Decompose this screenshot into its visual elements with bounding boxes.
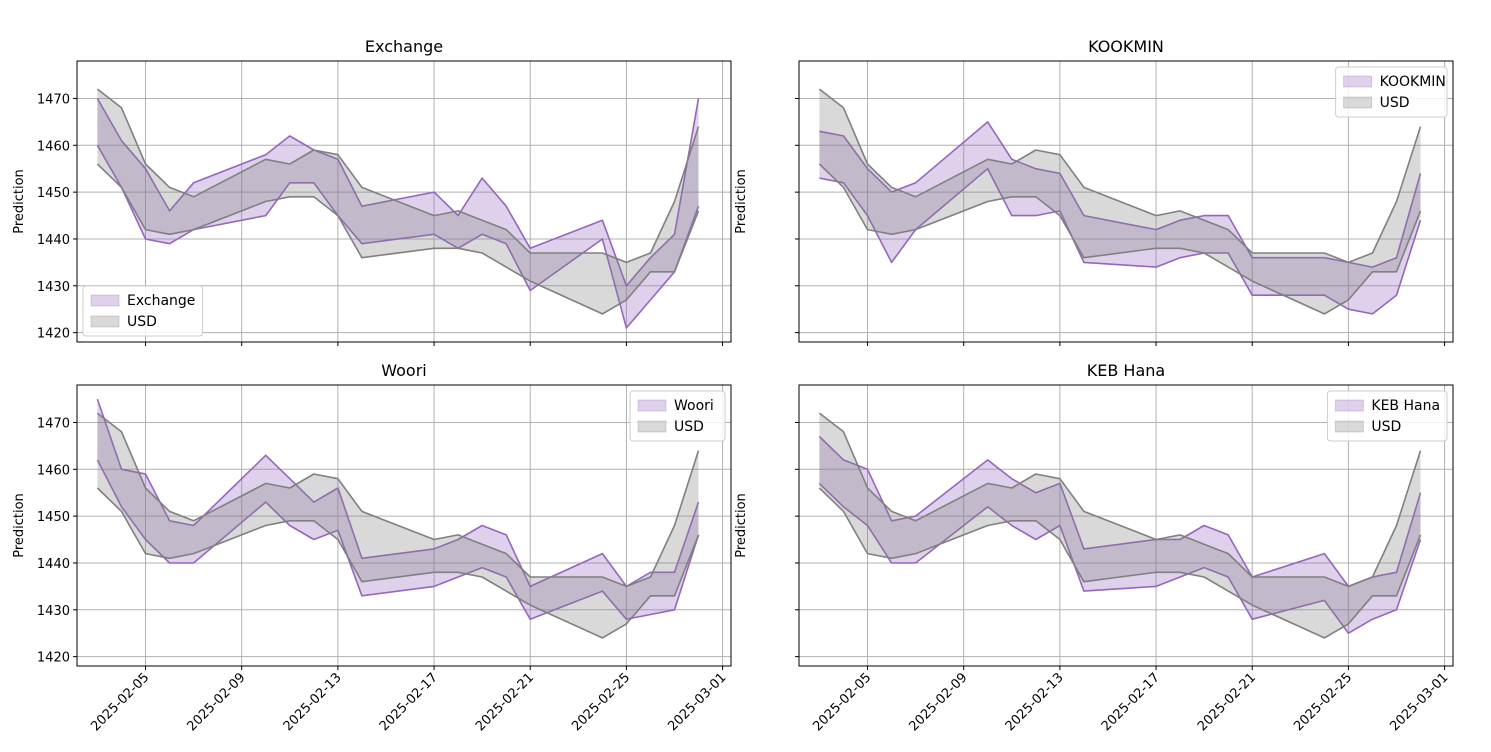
plot-frame bbox=[798, 60, 1454, 343]
chart-panel-2: 1420 1430 1440 1450 1460 1470 2025-02-05 2025-0… bbox=[12, 361, 732, 734]
legend-label-0: KOOKMIN bbox=[1380, 74, 1446, 90]
band-upper-line-1 bbox=[818, 88, 1422, 264]
band-lower-line-1 bbox=[818, 163, 1422, 315]
legend-swatch-1 bbox=[637, 420, 667, 433]
band-lower-line-1 bbox=[96, 163, 700, 315]
x-tick-label: 2025-03-01 bbox=[1387, 670, 1451, 734]
x-tick-label: 2025-02-09 bbox=[906, 670, 970, 734]
band-lower-line-1 bbox=[818, 487, 1422, 639]
y-axis-label: Prediction bbox=[12, 169, 27, 234]
chart-panel-3: 2025-02-05 2025-02-09 2025-02-13 2025-02-17… bbox=[734, 361, 1454, 734]
legend-label-1: USD bbox=[1371, 419, 1401, 435]
x-tick-label: 2025-02-25 bbox=[569, 670, 633, 734]
legend-swatch-1 bbox=[1343, 96, 1373, 109]
legend-box bbox=[82, 285, 204, 337]
y-tick-label: 1460 bbox=[37, 463, 70, 478]
legend: KOOKMIN USD bbox=[1335, 66, 1448, 118]
legend-label-1: USD bbox=[674, 419, 704, 435]
y-tick-label: 1440 bbox=[37, 557, 70, 572]
band-upper-line-1 bbox=[96, 412, 700, 588]
band-lower-line-0 bbox=[96, 144, 700, 329]
y-tick-label: 1470 bbox=[37, 92, 70, 107]
legend: KEB Hana USD bbox=[1326, 390, 1448, 442]
band-lower-line-0 bbox=[819, 167, 1422, 315]
y-tick-label: 1430 bbox=[37, 604, 70, 619]
legend-label-0: KEB Hana bbox=[1371, 398, 1440, 414]
legend-swatch-0 bbox=[637, 399, 667, 412]
band-upper-line-0 bbox=[818, 435, 1422, 588]
chart-title: Woori bbox=[381, 361, 426, 380]
band-upper-line-1 bbox=[818, 412, 1422, 588]
band-upper-line-1 bbox=[96, 88, 700, 264]
x-tick-label: 2025-02-09 bbox=[184, 670, 248, 734]
band-upper-line-0 bbox=[96, 98, 700, 287]
legend-label-1: USD bbox=[1380, 95, 1410, 111]
legend-label-1: USD bbox=[127, 314, 157, 330]
band-lower-line-0 bbox=[818, 482, 1422, 635]
legend-box bbox=[1326, 390, 1448, 442]
plot-frame bbox=[798, 384, 1454, 667]
chart-panel-0: 1420 1430 1440 1450 1460 1470 Exchange Predicti… bbox=[12, 37, 732, 346]
legend-swatch-0 bbox=[1334, 399, 1364, 412]
y-tick-label: 1470 bbox=[37, 416, 70, 431]
x-tick-label: 2025-02-05 bbox=[88, 670, 152, 734]
legend-box bbox=[629, 390, 726, 442]
band-lower-line-1 bbox=[96, 487, 700, 639]
legend-swatch-1 bbox=[1334, 420, 1364, 433]
band-area-0 bbox=[97, 98, 699, 328]
x-tick-label: 2025-02-13 bbox=[1003, 670, 1067, 734]
y-tick-label: 1430 bbox=[37, 280, 70, 295]
band-upper-line-0 bbox=[96, 398, 700, 588]
y-axis-label: Prediction bbox=[734, 169, 749, 234]
chart-title: KEB Hana bbox=[1087, 361, 1165, 380]
chart-title: Exchange bbox=[365, 37, 443, 56]
y-tick-label: 1420 bbox=[37, 651, 70, 666]
chart-title: KOOKMIN bbox=[1088, 37, 1164, 56]
x-tick-label: 2025-02-21 bbox=[1195, 670, 1259, 734]
x-tick-label: 2025-02-25 bbox=[1291, 670, 1355, 734]
band-area-0 bbox=[819, 436, 1421, 634]
x-tick-label: 2025-02-13 bbox=[281, 670, 345, 734]
legend-swatch-0 bbox=[1343, 75, 1373, 88]
legend-label-0: Woori bbox=[674, 398, 714, 414]
legend-swatch-1 bbox=[90, 315, 120, 328]
x-tick-label: 2025-03-01 bbox=[665, 670, 729, 734]
legend: Woori USD bbox=[629, 390, 726, 442]
y-tick-label: 1440 bbox=[37, 233, 70, 248]
legend: Exchange USD bbox=[82, 285, 204, 337]
y-tick-label: 1460 bbox=[37, 139, 70, 154]
x-tick-label: 2025-02-17 bbox=[377, 670, 441, 734]
y-axis-label: Prediction bbox=[734, 493, 749, 558]
x-tick-label: 2025-02-17 bbox=[1099, 670, 1163, 734]
legend-box bbox=[1335, 66, 1448, 118]
chart-panel-1: KOOKMIN Prediction KOOKMIN USD bbox=[734, 37, 1454, 346]
legend-label-0: Exchange bbox=[127, 293, 195, 309]
band-lower-line-0 bbox=[96, 459, 700, 621]
plot-frame bbox=[76, 384, 732, 667]
band-area-0 bbox=[819, 121, 1421, 314]
legend-swatch-0 bbox=[90, 294, 120, 307]
y-tick-label: 1420 bbox=[37, 327, 70, 342]
y-axis-label: Prediction bbox=[12, 493, 27, 558]
plot-frame bbox=[76, 60, 732, 343]
x-tick-label: 2025-02-05 bbox=[810, 670, 874, 734]
y-tick-label: 1450 bbox=[37, 510, 70, 525]
y-tick-label: 1450 bbox=[37, 186, 70, 201]
x-tick-label: 2025-02-21 bbox=[473, 670, 537, 734]
